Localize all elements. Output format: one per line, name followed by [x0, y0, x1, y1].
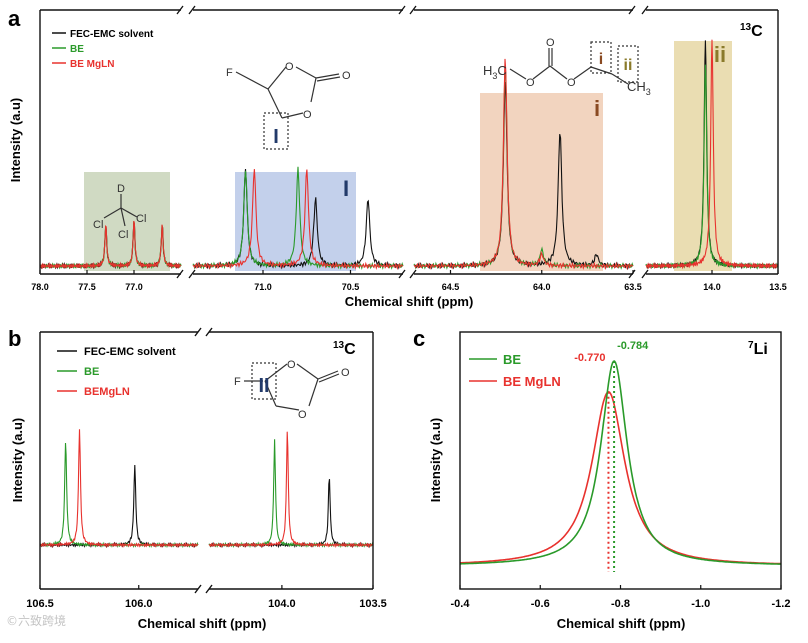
panel-label-b: b: [8, 326, 21, 351]
panel-b-tick-label-0-0: 106.5: [26, 598, 54, 610]
panel-b-series-2-segment-1: [208, 431, 374, 549]
emc-h3c-group: H3C: [483, 63, 507, 81]
emc-site-label-i: i: [599, 51, 603, 68]
region-label-i: i: [594, 96, 600, 121]
dcm-cl-bottom: Cl: [118, 229, 128, 241]
emc-o-left: O: [526, 77, 535, 89]
panel-a-nucleus: 13C: [740, 22, 763, 40]
panel-b-tick-label-1-1: 103.5: [359, 598, 387, 610]
panel-b-nucleus-label: 13C: [333, 340, 356, 358]
panel-a-series-2-segment-2: [413, 58, 634, 271]
panel-a-series-2-segment-1: [192, 169, 404, 271]
panel-b: b Intensity (a.u) Chemical shift (ppm) 1…: [8, 326, 374, 631]
highlight-region-i: [480, 93, 603, 271]
panel-b-series-1-segment-1: [208, 439, 374, 549]
fec-b-site-label-II: II: [258, 375, 269, 397]
dcm-cl-left: Cl: [93, 219, 103, 231]
highlight-dcm: [84, 172, 170, 271]
panel-b-series-2-segment-0: [39, 429, 199, 549]
legend-b-label-be: BE: [84, 366, 99, 378]
region-label-ii: ii: [714, 42, 726, 67]
panel-a-axes: [39, 5, 779, 279]
fec-molecule-a: [235, 66, 341, 150]
panel-c-tick-label-2: -0.8: [611, 598, 630, 610]
panel-c-spectra: [459, 360, 782, 572]
emc-ch3-group: CH3: [627, 79, 651, 97]
panel-c-series-1: [459, 390, 782, 565]
panel-label-c: c: [413, 326, 425, 351]
panel-a-series-2-segment-0: [39, 220, 182, 270]
legend-label-be: BE: [70, 44, 84, 55]
panel-a-tick-label-2-2: 63.5: [624, 282, 642, 292]
panel-a-tick-label-1-0: 71.0: [254, 282, 272, 292]
panel-label-a: a: [8, 6, 21, 31]
axis-break-marks: [176, 5, 649, 279]
dcm-d-atom: D: [117, 183, 125, 195]
panel-c-tick-label-0: -0.4: [451, 598, 471, 610]
panel-a-tick-label-1-1: 70.5: [342, 282, 360, 292]
legend-b-label-be-mgln: BEMgLN: [84, 386, 130, 398]
panel-b-tick-label-1-0: 104.0: [268, 598, 296, 610]
panel-c-frame: [459, 331, 782, 590]
fec-b-carbonyl-o: O: [341, 367, 350, 379]
fec-molecule-b: [244, 362, 340, 411]
panel-c-tick-label-4: -1.2: [772, 598, 791, 610]
panel-a-tick-label-0-0: 78.0: [31, 282, 49, 292]
fec-carbonyl-o: O: [342, 70, 351, 82]
panel-b-tick-label-0-1: 106.0: [125, 598, 153, 610]
panel-a: a Intensity (a.u) Chemical shift (ppm) 1…: [8, 5, 779, 309]
panel-a-ylabel: Intensity (a.u): [8, 98, 23, 183]
legend-label-solvent: FEC-EMC solvent: [70, 29, 154, 40]
panel-a-tick-label-2-1: 64.0: [533, 282, 551, 292]
panel-c: c Intensity (a.u) Chemical shift (ppm) 7…: [413, 326, 782, 631]
panel-c-series-0: [460, 360, 781, 565]
panel-a-tick-label-0-2: 77.0: [125, 282, 143, 292]
fec-ring-o1: O: [285, 61, 294, 73]
panel-a-tick-label-2-0: 64.5: [442, 282, 460, 292]
panel-c-legend: BE BE MgLN: [469, 352, 561, 389]
panel-b-legend: FEC-EMC solvent BE BEMgLN: [57, 346, 176, 398]
panel-b-xlabel: Chemical shift (ppm): [138, 616, 267, 631]
legend-c-label-be-mgln: BE MgLN: [503, 374, 561, 389]
emc-site-label-ii: ii: [624, 57, 633, 74]
legend-label-be-mgln: BE MgLN: [70, 59, 114, 70]
panel-a-tick-label-3-1: 13.5: [769, 282, 787, 292]
watermark-text: ©六致跨境: [6, 614, 67, 628]
panel-a-tick-label-0-1: 77.5: [78, 282, 96, 292]
panel-a-series-2-segment-3: [645, 39, 779, 270]
dcm-molecule: [103, 194, 138, 227]
panel-b-axes: [39, 327, 374, 594]
panel-c-peak-label-be-mgln: -0.770: [574, 352, 605, 364]
emc-carbonyl-o: O: [546, 37, 555, 49]
region-label-I: I: [343, 176, 349, 201]
emc-molecule: [509, 41, 639, 85]
panel-b-ylabel: Intensity (a.u): [10, 418, 25, 503]
dcm-cl-right: Cl: [136, 213, 146, 225]
panel-a-xlabel: Chemical shift (ppm): [345, 294, 474, 309]
fec-b-ring-o2: O: [298, 409, 307, 421]
fec-b-f-atom: F: [234, 376, 241, 388]
panel-c-peak-label-be: -0.784: [617, 340, 649, 352]
fec-b-ring-o1: O: [287, 359, 296, 371]
panel-c-ylabel: Intensity (a.u): [428, 418, 443, 503]
panel-c-xlabel: Chemical shift (ppm): [557, 616, 686, 631]
panel-a-spectra: [39, 39, 779, 271]
legend-c-label-be: BE: [503, 352, 521, 367]
legend-b-label-solvent: FEC-EMC solvent: [84, 346, 176, 358]
panel-b-spectra: [39, 429, 374, 549]
panel-a-legend: FEC-EMC solvent BE BE MgLN: [52, 29, 154, 70]
panel-a-tick-label-3-0: 14.0: [703, 282, 721, 292]
emc-o-right: O: [567, 77, 576, 89]
panel-c-nucleus-label: 7Li: [748, 340, 768, 358]
fec-f-atom: F: [226, 67, 233, 79]
panel-c-tick-label-3: -1.0: [691, 598, 710, 610]
panel-c-tick-label-1: -0.6: [531, 598, 550, 610]
panel-b-series-1-segment-0: [39, 442, 199, 549]
fec-ring-o2: O: [303, 109, 312, 121]
fec-site-label-I: I: [273, 126, 279, 148]
highlight-region-ii: [674, 41, 732, 271]
panel-a-nucleus-label: 13C: [740, 22, 763, 40]
